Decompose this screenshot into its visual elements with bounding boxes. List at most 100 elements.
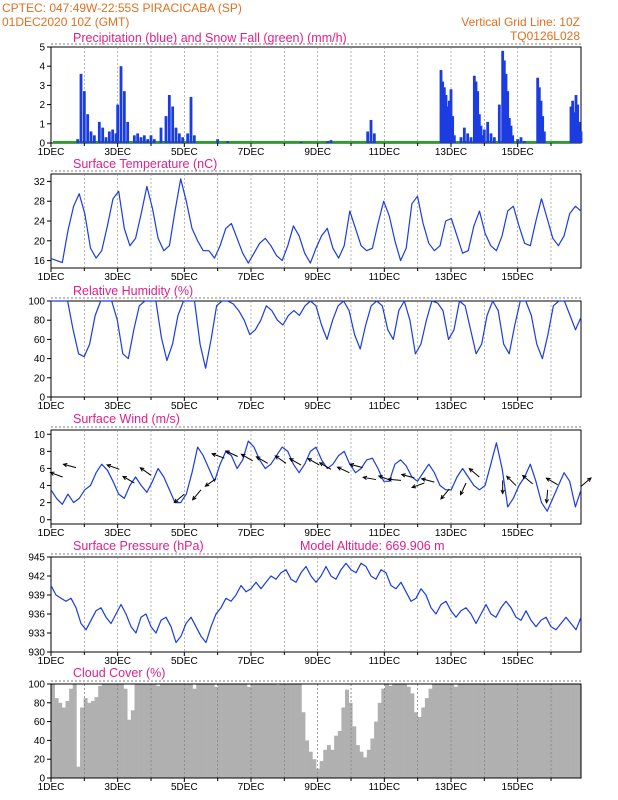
rh-ytick-label: 100 bbox=[28, 297, 45, 308]
cloud-cover-bar bbox=[145, 684, 150, 778]
wind-vector-head bbox=[204, 482, 210, 487]
cloud-cover-bar bbox=[141, 684, 146, 778]
cloud-cover-bar bbox=[533, 684, 538, 778]
precip-bar bbox=[477, 114, 481, 143]
wind-vector-head bbox=[400, 473, 406, 478]
precip-bar bbox=[116, 104, 120, 143]
cloud-cover-bar bbox=[58, 702, 63, 778]
cloud-cover-bar bbox=[406, 686, 411, 778]
wind-xtick-label: 1DEC bbox=[38, 528, 65, 539]
cloud-cover-bar bbox=[305, 740, 310, 778]
cloud-xtick-label: 1DEC bbox=[38, 782, 65, 793]
temp-series-line bbox=[50, 178, 582, 264]
precip-bar bbox=[509, 125, 513, 143]
wind-vector-head bbox=[500, 489, 505, 495]
precip-bar bbox=[492, 137, 496, 143]
precip-bar bbox=[79, 73, 83, 143]
wind-vector-head bbox=[106, 463, 112, 469]
cloud-cover-bar bbox=[221, 684, 226, 778]
precip-bar bbox=[481, 135, 485, 143]
cloud-cover-bar bbox=[178, 684, 182, 778]
precip-bar bbox=[372, 133, 376, 143]
wind-vector-head bbox=[224, 450, 230, 455]
cloud-cover-bar bbox=[337, 731, 342, 778]
precip-bar bbox=[572, 112, 576, 143]
wind-vector-shaft bbox=[469, 468, 480, 478]
precip-bar bbox=[122, 91, 126, 143]
wind-vector bbox=[420, 477, 435, 483]
cloud-cover-bar bbox=[366, 749, 371, 778]
cloud-cover-bar bbox=[417, 716, 422, 778]
cloud-cover-bar bbox=[374, 721, 379, 778]
wind-ytick-label: 2 bbox=[39, 498, 45, 509]
wind-vector-head bbox=[49, 471, 55, 476]
temp-xtick-label: 11DEC bbox=[369, 272, 401, 283]
precip-bar bbox=[444, 95, 448, 143]
cloud-cover-bar bbox=[265, 684, 270, 778]
wind-vector-head bbox=[362, 475, 368, 481]
cloud-cover-bar bbox=[272, 684, 277, 778]
cloud-cover-bar bbox=[519, 684, 524, 778]
cloud-xtick-label: 11DEC bbox=[369, 782, 401, 793]
wind-vector-head bbox=[505, 475, 511, 481]
precip-bar bbox=[132, 135, 136, 143]
precip-xtick-label: 11DEC bbox=[369, 147, 401, 158]
wind-vector-head bbox=[274, 455, 280, 460]
pres-ytick-label: 933 bbox=[28, 629, 45, 640]
precip-bar bbox=[449, 89, 453, 143]
precip-bar bbox=[89, 131, 93, 143]
cloud-cover-bar bbox=[472, 684, 477, 778]
precip-bar bbox=[579, 131, 583, 143]
temp-xtick-label: 1DEC bbox=[38, 272, 65, 283]
pres-ytick-label: 942 bbox=[28, 572, 45, 583]
wind-vector-shaft bbox=[63, 463, 77, 469]
cloud-xtick-label: 9DEC bbox=[304, 782, 331, 793]
header: CPTEC: 047:49W-22:55S PIRACICABA (SP) 01… bbox=[2, 1, 580, 43]
precip-bar bbox=[576, 104, 580, 143]
precip-bar bbox=[119, 66, 123, 143]
cloud-cover-bar bbox=[250, 684, 255, 778]
wind-vector-shaft bbox=[192, 489, 202, 501]
cloud-cover-bar bbox=[217, 684, 222, 778]
precip-title: Precipitation (blue) and Snow Fall (gree… bbox=[73, 31, 347, 45]
pres-xtick-label: 7DEC bbox=[238, 656, 265, 667]
wind-vector bbox=[505, 475, 517, 486]
cloud-cover-bar bbox=[65, 700, 70, 778]
cloud-cover-bar bbox=[294, 684, 299, 778]
cloud-cover-bar bbox=[482, 684, 487, 778]
wind-vector-shaft bbox=[388, 478, 402, 481]
cloud-cover-bar bbox=[116, 684, 121, 778]
wind-xtick-label: 7DEC bbox=[238, 528, 265, 539]
precip-ytick-label: 4 bbox=[39, 62, 45, 73]
wind-vector-shaft bbox=[289, 458, 302, 466]
wind-vector bbox=[580, 477, 592, 487]
wind-vector-shaft bbox=[411, 482, 425, 488]
precip-ytick-label: 1 bbox=[39, 119, 45, 130]
precip-bar bbox=[497, 104, 501, 143]
cloud-cover-bar bbox=[414, 712, 418, 778]
rh-ytick-label: 20 bbox=[34, 373, 46, 384]
precip-xtick-label: 9DEC bbox=[304, 147, 331, 158]
precip-bar bbox=[574, 95, 578, 143]
cloud-cover-bar bbox=[526, 684, 531, 778]
precip-bar bbox=[462, 127, 466, 143]
cloud-cover-bar bbox=[443, 684, 447, 778]
wind-vector bbox=[62, 462, 77, 469]
rh-xtick-label: 11DEC bbox=[369, 401, 401, 412]
cloud-cover-bar bbox=[341, 707, 346, 778]
wind-vector bbox=[400, 473, 415, 479]
wind-vector bbox=[49, 471, 63, 478]
cloud-cover-bar bbox=[72, 684, 77, 778]
rh-panel: 0 20 40 60 80 100 1DEC 3DEC 5DEC 7DEC 9DEC 11DEC 13D… bbox=[28, 284, 582, 412]
wind-vector-head bbox=[586, 477, 592, 482]
wind-vector-shaft bbox=[307, 458, 320, 466]
cloud-cover-bar bbox=[504, 684, 509, 778]
wind-vector-shaft bbox=[546, 489, 549, 503]
cloud-ytick-label: 20 bbox=[34, 755, 46, 766]
wind-vector-head bbox=[420, 477, 426, 482]
precip-bar bbox=[537, 87, 541, 143]
cloud-cover-bar bbox=[497, 684, 502, 778]
cloud-cover-bar bbox=[149, 684, 153, 778]
wind-vector bbox=[362, 475, 377, 481]
wind-ytick-label: 6 bbox=[39, 464, 45, 475]
